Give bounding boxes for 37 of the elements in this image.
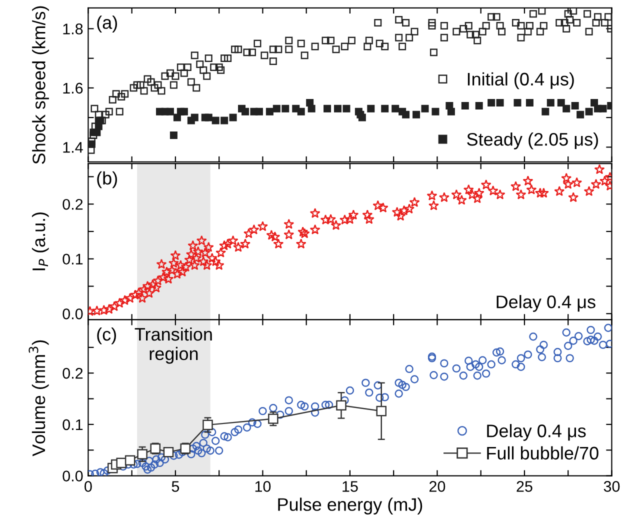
x-tick-label: 20 — [429, 481, 446, 492]
y-tick-label: 1.8 — [63, 24, 83, 34]
y-tick-label: 1.6 — [63, 82, 83, 94]
x-tick-label: 10 — [255, 481, 271, 492]
point — [137, 449, 148, 460]
point — [336, 400, 346, 411]
y-tick-label: 1.4 — [63, 142, 83, 153]
y-tick-label: 0.2 — [62, 368, 83, 379]
annotation: Delay 0.4 μs — [496, 295, 596, 312]
legend-label: Full bubble/70 — [487, 446, 598, 460]
point — [268, 414, 278, 424]
annotation: (c) — [97, 327, 116, 344]
x-tick-label: 25 — [516, 481, 532, 492]
x-tick-label: 30 — [604, 481, 620, 492]
point — [202, 420, 213, 430]
legend-label: Initial (0.4 μs) — [468, 72, 574, 90]
point — [376, 406, 387, 416]
y-axis-title: Volume (mm$^{3}$) — [28, 340, 49, 456]
y-tick-label: 0.1 — [62, 419, 83, 430]
y-tick-label: 0.1 — [62, 254, 83, 265]
text: 0.0 — [62, 470, 83, 482]
band-label: Transition region — [134, 327, 212, 364]
legend-label: Delay 0.4 μs — [487, 424, 586, 441]
y-tick-label: 0.2 — [62, 198, 83, 210]
y-axis-title: Shock speed (km/s) — [32, 6, 49, 164]
legend-label: Steady (2.05 μs) — [467, 132, 598, 150]
point — [163, 447, 174, 458]
x-tick-label: 0 — [84, 481, 92, 492]
annotation: (a) — [97, 16, 117, 32]
x-tick-label: 5 — [172, 481, 180, 492]
y-axis-title: I$_{P}$ (a.u.) — [32, 212, 49, 270]
point — [116, 458, 126, 468]
text: 0.0 — [62, 308, 83, 320]
x-tick-label: 15 — [342, 481, 358, 492]
point — [124, 455, 136, 466]
annotation: (b) — [97, 171, 117, 188]
x-axis-title: Pulse energy (mJ) — [278, 498, 422, 514]
